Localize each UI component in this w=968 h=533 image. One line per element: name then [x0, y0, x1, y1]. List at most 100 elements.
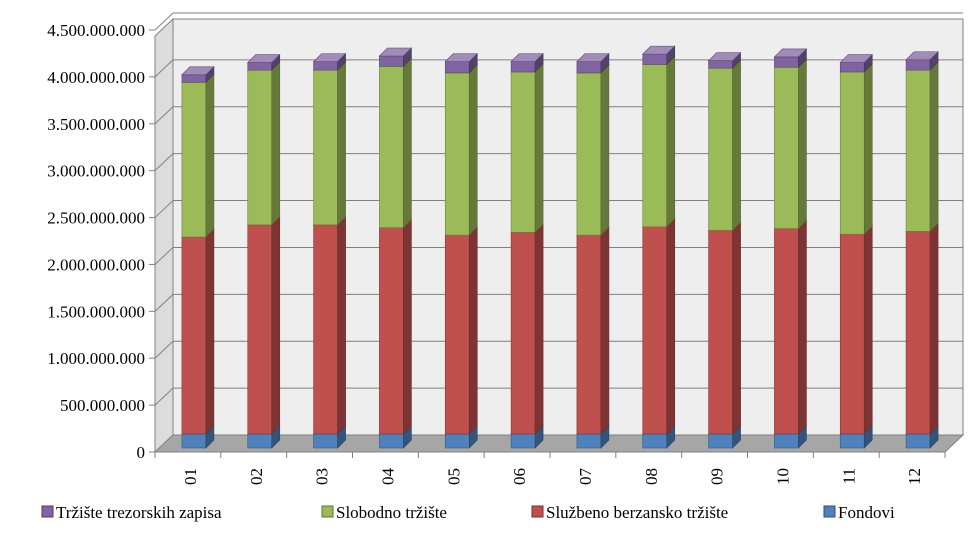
- side-wall: [154, 17, 174, 454]
- bar-segment-side: [863, 225, 873, 435]
- bar-segment-side: [600, 226, 610, 435]
- bar-segment: [839, 233, 865, 435]
- gridline-side: [154, 59, 174, 78]
- legend-swatch: [823, 505, 836, 518]
- bar-segment: [181, 81, 207, 238]
- bar-segment: [444, 433, 470, 449]
- y-tick-label: 1.000.000.000: [47, 349, 145, 368]
- legend-label: Slobodno tržište: [336, 503, 447, 522]
- gridline-side: [154, 340, 174, 359]
- bar-segment-top: [510, 53, 544, 62]
- x-tick-label: 09: [708, 468, 727, 485]
- y-tick-label: 500.000.000: [60, 396, 145, 415]
- bar-segment: [181, 236, 207, 435]
- bar-segment: [576, 234, 602, 435]
- y-tick-label: 4.000.000.000: [47, 68, 145, 87]
- x-tick-label: 12: [905, 468, 924, 485]
- bar-segment: [905, 231, 931, 435]
- x-tick-label: 08: [642, 468, 661, 485]
- bar-segment: [510, 61, 536, 73]
- bar-segment-side: [929, 61, 939, 233]
- bar-segment: [774, 66, 799, 229]
- legend-label: Fondovi: [838, 503, 895, 522]
- x-tick-label: 07: [576, 468, 595, 486]
- x-tick-label: 11: [839, 468, 858, 484]
- bar-segment-top: [839, 54, 873, 63]
- x-tick-label: 04: [378, 468, 397, 486]
- bar-segment: [576, 72, 602, 236]
- bar-segment: [774, 433, 799, 449]
- bar-segment: [774, 56, 799, 68]
- bar-segment-side: [337, 61, 346, 226]
- bar-segment: [642, 226, 668, 435]
- x-tick-label: 06: [510, 468, 529, 485]
- bar-segment: [708, 67, 733, 231]
- y-tick-label: 3.500.000.000: [47, 115, 145, 134]
- bar-segment: [313, 69, 338, 226]
- bar-segment: [247, 224, 273, 435]
- bar-segment-top: [247, 54, 281, 63]
- y-tick-label: 2.500.000.000: [47, 209, 145, 228]
- bar-segment: [313, 61, 338, 71]
- bar-segment: [642, 64, 668, 227]
- bar-segment: [839, 433, 865, 449]
- bar-segment: [839, 62, 865, 73]
- bar-segment: [379, 433, 404, 449]
- bar-segment-top: [905, 51, 939, 61]
- bar-segment-top: [642, 45, 676, 55]
- bar-segment-side: [468, 226, 478, 435]
- bar-segment: [905, 69, 931, 232]
- bar-segment: [444, 61, 470, 74]
- y-tick-label: 4.500.000.000: [47, 21, 145, 40]
- bar-segment-top: [378, 47, 413, 57]
- x-tick-label: 02: [247, 468, 266, 485]
- gridline-side: [154, 200, 174, 218]
- legend-label: Tržište trezorskih zapisa: [56, 503, 222, 522]
- bar-segment-top: [576, 53, 610, 62]
- bar-segment: [905, 59, 931, 71]
- bar-segment: [444, 234, 470, 435]
- bar-segment-side: [271, 61, 281, 226]
- bar-segment-side: [271, 216, 281, 435]
- bar-segment: [774, 228, 799, 435]
- gridline-side: [154, 247, 174, 265]
- bar-segment: [379, 66, 404, 228]
- bar-segment-side: [403, 218, 412, 435]
- gridline-side: [154, 293, 174, 312]
- x-tick-label: 01: [181, 468, 200, 485]
- bar-segment-side: [863, 63, 873, 235]
- bar-segment-top: [444, 53, 478, 62]
- bar-segment-top: [312, 53, 347, 62]
- bar-segment-side: [468, 64, 478, 236]
- y-tick-label: 1.500.000.000: [47, 302, 145, 321]
- x-tick-label: 03: [313, 468, 332, 485]
- bar-segment-side: [534, 223, 544, 435]
- bar-segment: [181, 74, 207, 83]
- y-tick-label: 0: [137, 443, 146, 462]
- bar-segment-side: [732, 59, 741, 232]
- bar-segment: [708, 230, 733, 435]
- bar-segment-side: [205, 228, 215, 435]
- bar-segment: [905, 433, 931, 449]
- y-tick-label: 2.000.000.000: [47, 255, 145, 274]
- bar-segment-side: [205, 73, 215, 238]
- x-tick-label: 05: [444, 468, 463, 485]
- bar-segment-side: [798, 219, 807, 435]
- bar-segment-side: [732, 221, 741, 435]
- bar-segment: [510, 232, 536, 435]
- bar-segment: [510, 433, 536, 449]
- bar-segment: [839, 71, 865, 235]
- bar-segment: [708, 60, 733, 69]
- bar-segment: [510, 71, 536, 233]
- bar-segment: [247, 69, 273, 226]
- x-tick-label: 10: [773, 468, 792, 485]
- bar-segment-top: [181, 66, 215, 76]
- bar-segment: [708, 433, 733, 449]
- bar-segment: [247, 62, 273, 71]
- gridline-side: [154, 153, 174, 172]
- bar-segment-side: [929, 222, 939, 435]
- y-tick-label: 3.000.000.000: [47, 162, 145, 181]
- bar-segment: [247, 433, 273, 449]
- bar-segment-side: [666, 55, 676, 228]
